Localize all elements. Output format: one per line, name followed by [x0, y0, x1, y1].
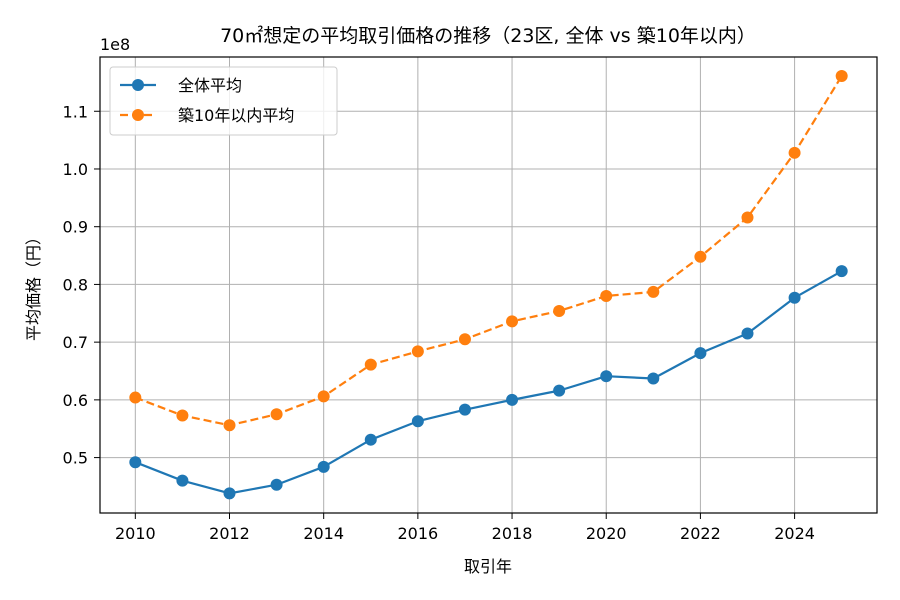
y-offset-label: 1e8 — [100, 35, 130, 54]
series-1 — [129, 70, 848, 432]
data-point — [270, 478, 283, 491]
x-tick-label: 2018 — [492, 524, 533, 543]
x-tick-label: 2012 — [209, 524, 250, 543]
data-point — [647, 285, 660, 298]
data-point — [741, 327, 754, 340]
series-line-1 — [134, 75, 843, 427]
data-point — [788, 291, 801, 304]
data-point — [176, 409, 189, 422]
data-point — [411, 415, 424, 428]
data-point — [835, 265, 848, 278]
data-point — [553, 304, 566, 317]
y-tick-label: 0.6 — [63, 391, 88, 410]
legend-marker-0 — [132, 79, 144, 91]
chart-title: 70㎡想定の平均取引価格の推移（23区, 全体 vs 築10年以内） — [220, 24, 756, 47]
data-point — [694, 250, 707, 263]
series-layer — [129, 70, 848, 500]
x-tick-label: 2022 — [680, 524, 721, 543]
x-tick-label: 2016 — [398, 524, 439, 543]
y-axis-title: 平均価格（円） — [24, 229, 43, 341]
x-tick-label: 2014 — [303, 524, 344, 543]
data-point — [835, 70, 848, 83]
data-point — [129, 391, 142, 404]
data-point — [553, 384, 566, 397]
data-point — [223, 419, 236, 432]
data-point — [364, 358, 377, 371]
legend-frame — [109, 66, 338, 136]
data-point — [506, 315, 519, 328]
data-point — [364, 433, 377, 446]
x-tick-label: 2024 — [774, 524, 815, 543]
axis-ticks: 2010 2012 2014 2016 2018 2020 2022 2024 0.5 0.6 0.… — [63, 102, 815, 543]
series-0 — [129, 265, 848, 500]
data-point — [694, 347, 707, 360]
data-point — [129, 456, 142, 469]
y-tick-label: 0.7 — [63, 333, 88, 352]
data-point — [600, 289, 613, 302]
data-point — [506, 393, 519, 406]
legend-label-0: 全体平均 — [178, 76, 242, 95]
data-point — [458, 403, 471, 416]
data-point — [647, 372, 660, 385]
data-point — [317, 460, 330, 473]
y-tick-label: 0.5 — [63, 449, 88, 468]
x-axis-title: 取引年 — [464, 557, 512, 576]
y-tick-label: 1.1 — [63, 102, 88, 121]
x-tick-label: 2020 — [586, 524, 627, 543]
y-tick-label: 0.8 — [63, 275, 88, 294]
data-point — [317, 390, 330, 403]
y-tick-label: 0.9 — [63, 218, 88, 237]
data-point — [741, 211, 754, 224]
data-point — [458, 333, 471, 346]
data-point — [788, 146, 801, 159]
y-tick-label: 1.0 — [63, 160, 88, 179]
x-tick-label: 2010 — [115, 524, 156, 543]
legend-marker-1 — [132, 109, 144, 121]
data-point — [270, 408, 283, 421]
series-line-0 — [134, 270, 843, 495]
data-point — [600, 370, 613, 383]
data-point — [176, 474, 189, 487]
data-point — [223, 487, 236, 500]
plot-area-frame — [99, 56, 878, 514]
data-point — [411, 345, 424, 358]
legend-label-1: 築10年以内平均 — [178, 106, 294, 125]
